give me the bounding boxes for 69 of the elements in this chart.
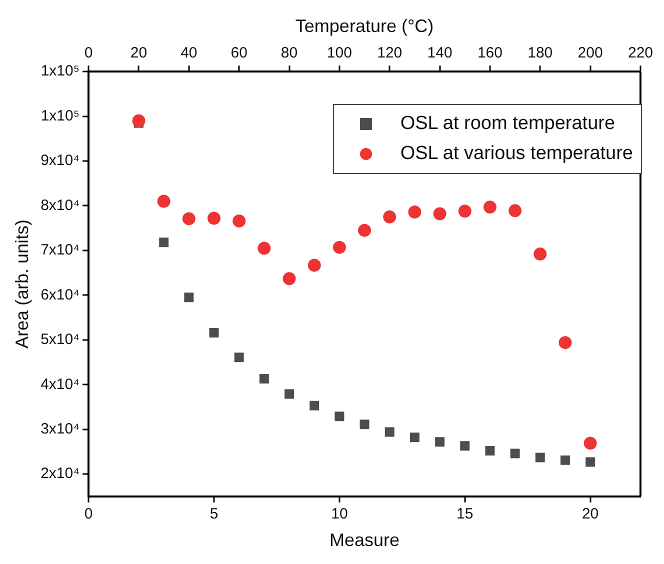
point bbox=[560, 455, 570, 465]
x-tick-label: 15 bbox=[456, 506, 474, 523]
point bbox=[232, 214, 246, 228]
point bbox=[508, 204, 522, 218]
y-tick-label: 8x10⁴ bbox=[40, 196, 80, 214]
point bbox=[383, 210, 396, 224]
legend-label: OSL at room temperature bbox=[400, 112, 616, 136]
point bbox=[384, 427, 394, 437]
y-tick-label: 7x10⁴ bbox=[40, 242, 80, 259]
point bbox=[558, 336, 572, 350]
x2-tick-label: 220 bbox=[628, 44, 653, 62]
x2-tick-label: 20 bbox=[130, 44, 148, 62]
x2-tick-label: 0 bbox=[84, 44, 93, 62]
point bbox=[132, 114, 146, 128]
x2-tick-label: 160 bbox=[477, 44, 502, 62]
point bbox=[258, 242, 271, 255]
point bbox=[182, 212, 196, 226]
x2-tick-label: 80 bbox=[280, 44, 298, 62]
point bbox=[360, 420, 370, 430]
y-tick-label: 2x10⁴ bbox=[40, 465, 80, 482]
y-tick-label: 6x10⁴ bbox=[40, 286, 80, 304]
point bbox=[460, 441, 470, 451]
point bbox=[159, 238, 169, 248]
point bbox=[308, 258, 321, 272]
x2-tick-label: 140 bbox=[427, 44, 452, 62]
point bbox=[332, 240, 346, 254]
x2-tick-label: 60 bbox=[230, 44, 248, 62]
point bbox=[584, 436, 597, 450]
legend-label: OSL at various temperature bbox=[400, 142, 633, 166]
y-tick-label: 1x10⁵ bbox=[40, 107, 80, 124]
point bbox=[458, 204, 472, 218]
point bbox=[259, 374, 269, 384]
x2-tick-label: 200 bbox=[578, 44, 603, 62]
point bbox=[586, 457, 596, 467]
point bbox=[534, 248, 547, 261]
point bbox=[410, 432, 420, 442]
y-axis-title: Area (arb. units) bbox=[12, 219, 32, 349]
point bbox=[209, 328, 219, 338]
y-tick-label: 3x10⁴ bbox=[40, 420, 80, 438]
x-tick-label: 10 bbox=[331, 506, 348, 523]
x-tick-label: 0 bbox=[84, 506, 93, 523]
point bbox=[408, 206, 422, 219]
x2-tick-label: 180 bbox=[528, 44, 553, 62]
x-tick-label: 20 bbox=[582, 506, 599, 523]
point bbox=[184, 292, 194, 302]
y-tick-label: 1x10⁵ bbox=[40, 62, 80, 80]
point bbox=[282, 272, 296, 286]
point bbox=[334, 412, 344, 422]
point bbox=[310, 400, 320, 410]
x2-tick-label: 120 bbox=[377, 44, 402, 62]
point bbox=[284, 389, 294, 399]
point bbox=[433, 207, 446, 220]
x-tick-label: 5 bbox=[210, 506, 218, 523]
point bbox=[435, 437, 445, 447]
x-axis-title: Measure bbox=[330, 530, 400, 550]
point bbox=[535, 452, 545, 462]
point bbox=[483, 200, 496, 214]
y-tick-label: 5x10⁴ bbox=[40, 331, 80, 348]
point bbox=[157, 194, 170, 208]
point bbox=[208, 212, 221, 225]
y-tick-label: 4x10⁴ bbox=[40, 376, 80, 393]
point bbox=[358, 224, 372, 237]
y-tick-label: 9x10⁴ bbox=[40, 152, 80, 170]
point bbox=[485, 446, 495, 456]
point bbox=[234, 352, 244, 362]
x2-tick-label: 40 bbox=[180, 44, 198, 62]
x2-axis-title: Temperature (°C) bbox=[295, 16, 434, 36]
x2-tick-label: 100 bbox=[326, 44, 352, 62]
point bbox=[510, 448, 520, 458]
